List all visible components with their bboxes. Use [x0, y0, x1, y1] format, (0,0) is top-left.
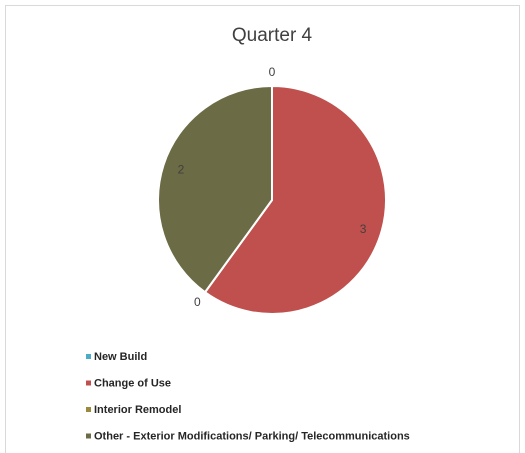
- data-label: 3: [360, 222, 367, 236]
- legend-label: New Build: [94, 351, 147, 363]
- legend-label: Interior Remodel: [94, 404, 181, 416]
- data-label: 0: [269, 65, 276, 79]
- legend-label: Change of Use: [94, 377, 171, 389]
- legend-swatch: [86, 354, 91, 359]
- pie-slice: [157, 84, 273, 294]
- legend-label: Other - Exterior Modifications/ Parking/…: [94, 430, 410, 442]
- data-label: 0: [194, 295, 201, 309]
- pie-slice: [203, 84, 387, 315]
- legend-swatch: [86, 433, 91, 439]
- chart-title: Quarter 4: [232, 25, 313, 46]
- data-label: 2: [178, 163, 185, 177]
- legend-swatch: [86, 407, 91, 412]
- legend-swatch: [86, 380, 91, 386]
